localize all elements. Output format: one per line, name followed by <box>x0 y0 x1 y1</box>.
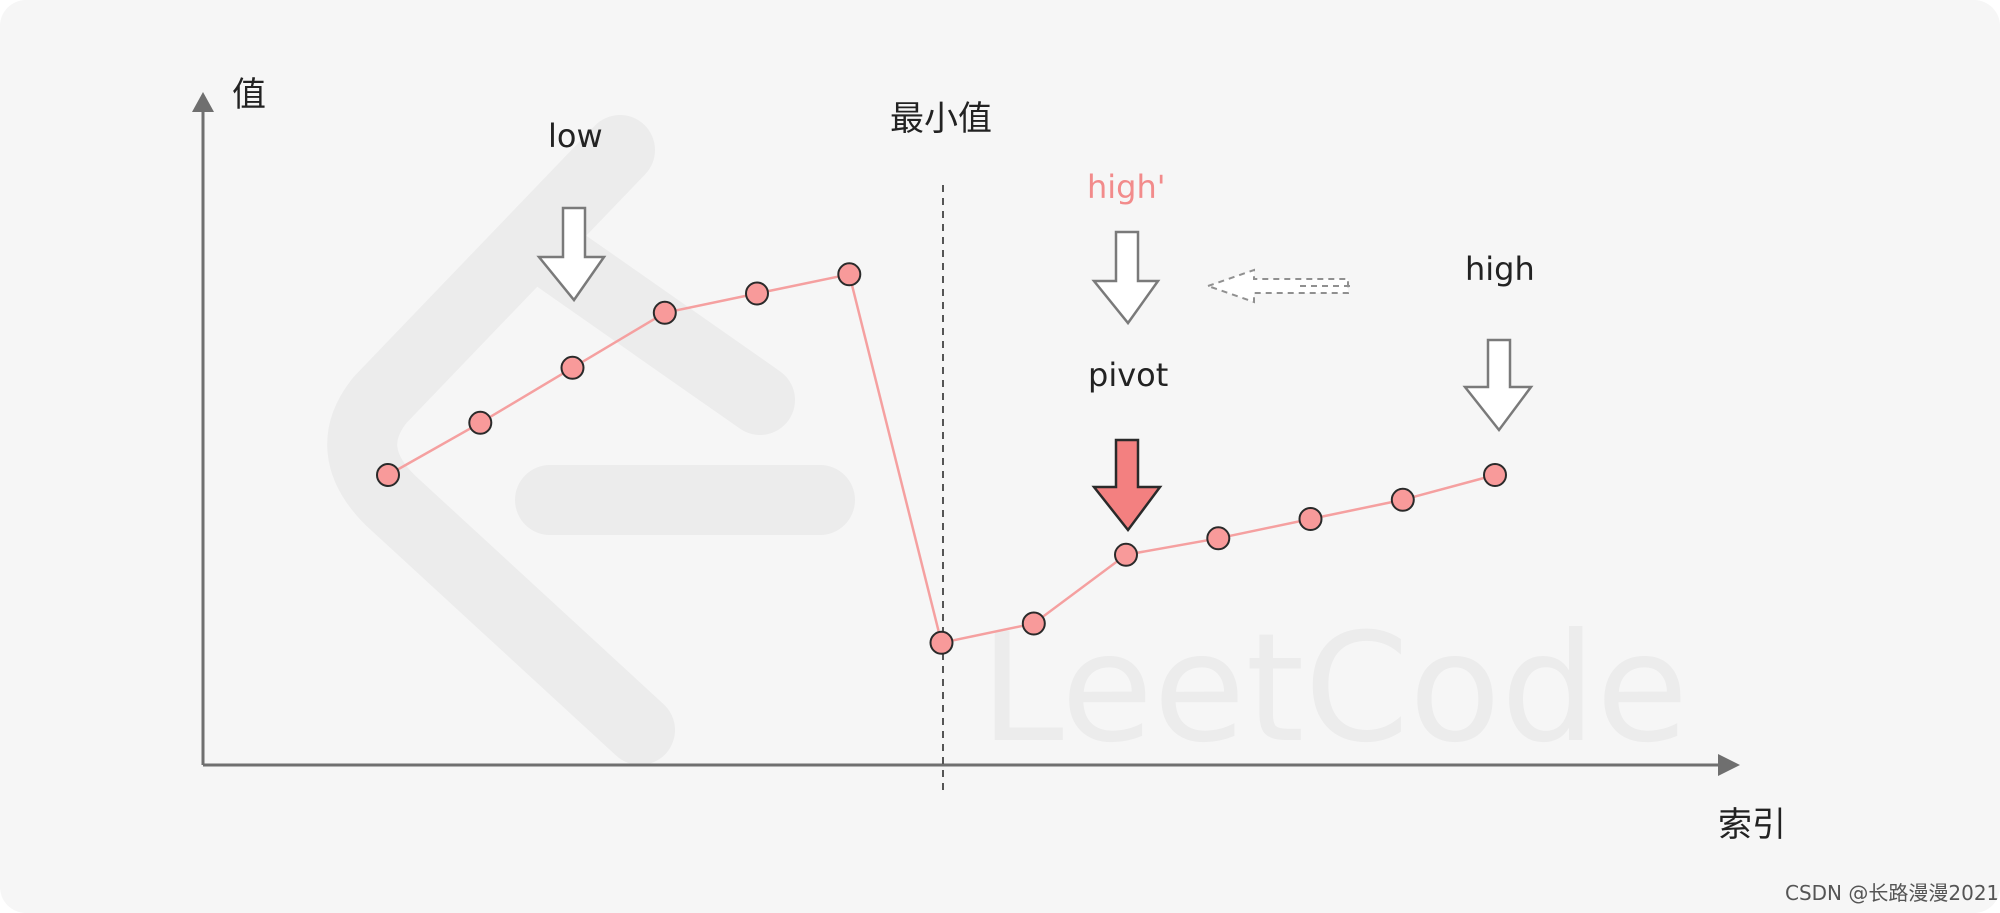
data-point-10 <box>1298 507 1323 531</box>
y-axis-label: 值 <box>232 75 266 115</box>
high-down-arrow <box>1462 338 1534 433</box>
x-axis-arrowhead <box>1718 754 1740 776</box>
data-point-0 <box>376 463 400 487</box>
high-marker: high <box>1462 250 1535 433</box>
high-prime-down-arrow <box>1091 230 1161 326</box>
data-point-1 <box>468 410 493 435</box>
high-prime-label: high' <box>1087 168 1166 206</box>
data-point-12 <box>1483 463 1507 487</box>
y-axis-arrowhead <box>192 92 214 112</box>
pivot-down-arrow <box>1091 438 1163 533</box>
data-point-3 <box>652 300 677 325</box>
low-label: low <box>548 117 603 155</box>
data-point-7 <box>1021 611 1046 636</box>
series-line <box>387 272 1496 645</box>
axes: 值 索引 <box>192 75 1786 845</box>
low-marker: low <box>536 117 607 303</box>
minimum-marker: 最小值 <box>890 99 992 790</box>
high-label: high <box>1465 250 1535 288</box>
x-axis-label: 索引 <box>1718 805 1786 845</box>
leetcode-logo-mark <box>327 115 675 765</box>
leetcode-logo-stroke <box>525 225 795 435</box>
leetcode-watermark-text: LeetCode <box>980 602 1688 776</box>
data-point-5 <box>837 262 862 287</box>
high-prime-marker: high' <box>1087 168 1166 326</box>
data-series <box>376 262 1507 655</box>
minimum-value-label: 最小值 <box>890 99 992 139</box>
data-point-4 <box>745 281 769 306</box>
pivot-marker: pivot <box>1088 356 1168 533</box>
pivot-label: pivot <box>1088 356 1168 394</box>
credit-text: CSDN @长路漫漫2021 <box>1785 881 1999 905</box>
data-point-8 <box>1114 542 1138 567</box>
data-point-6 <box>929 630 954 655</box>
data-point-11 <box>1390 487 1415 512</box>
data-point-9 <box>1206 526 1231 551</box>
data-point-2 <box>560 355 585 380</box>
low-down-arrow <box>536 206 607 303</box>
leetcode-watermark: LeetCode <box>327 115 1688 776</box>
